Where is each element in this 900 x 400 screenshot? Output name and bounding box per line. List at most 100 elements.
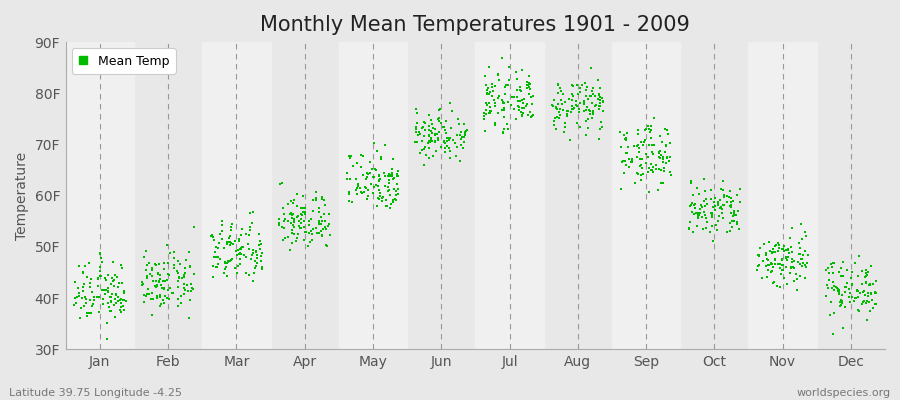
Point [682,203,697,210]
Point [137,298,151,305]
Point [770,282,785,289]
Point [93,273,107,280]
Point [655,156,670,162]
Point [594,124,608,130]
Point [550,114,564,120]
Point [305,236,320,243]
Point [712,213,726,219]
Point [319,225,333,232]
Point [630,154,644,160]
Point [687,210,701,217]
Point [760,274,774,280]
Point [821,285,835,292]
Point [145,266,159,273]
Point [428,131,442,138]
Point [784,264,798,270]
Point [343,155,357,161]
Point [826,259,841,266]
Point [833,297,848,303]
Point [422,112,436,118]
Point [766,263,780,270]
Point [482,100,496,106]
Point [698,203,712,210]
Point [778,254,793,261]
Point [277,211,292,217]
Point [798,229,813,236]
Point [862,282,877,288]
Point [148,262,163,268]
Point [93,251,107,258]
Point [642,165,656,172]
Point [787,265,801,272]
Point [798,275,813,281]
Point [724,198,738,205]
Point [436,139,451,146]
Point [359,185,374,192]
Point [725,213,740,219]
Point [852,290,867,297]
Point [410,132,425,138]
Point [491,72,505,78]
Point [387,186,401,192]
Point [724,224,739,230]
Point [619,162,634,168]
Point [172,274,186,280]
Point [825,270,840,276]
Point [695,204,709,210]
Point [452,121,466,127]
Point [76,281,91,287]
Point [499,82,513,88]
Point [705,212,719,218]
Point [663,172,678,178]
Point [520,112,535,118]
Point [224,256,238,263]
Point [663,154,678,160]
Point [592,125,607,132]
Point [771,242,786,248]
Point [634,156,649,162]
Point [733,198,747,205]
Point [86,303,100,309]
Point [705,210,719,216]
Point [105,259,120,266]
Point [433,105,447,112]
Point [642,189,656,195]
Point [381,173,395,179]
Point [428,148,443,154]
Point [775,256,789,263]
Point [185,286,200,292]
Point [482,110,496,116]
Point [632,148,646,155]
Point [654,152,669,158]
Point [181,287,195,294]
Point [345,198,359,205]
Point [586,111,600,117]
Point [844,275,859,282]
Point [377,173,392,180]
Point [684,208,698,215]
Point [422,145,436,152]
Point [729,218,743,225]
Point [98,275,112,282]
Point [706,204,720,210]
Point [409,139,423,145]
Point [231,247,246,254]
Point [210,264,224,270]
Point [415,125,429,131]
Point [312,220,327,226]
Point [491,110,505,116]
Bar [338,42,407,350]
Point [220,273,235,279]
Point [793,273,807,279]
Point [589,93,603,100]
Point [170,303,184,309]
Point [375,195,390,202]
Point [778,247,793,253]
Point [93,268,107,274]
Point [286,216,301,222]
Point [425,138,439,144]
Point [424,136,438,142]
Point [833,273,848,279]
Point [477,113,491,119]
Point [595,95,609,101]
